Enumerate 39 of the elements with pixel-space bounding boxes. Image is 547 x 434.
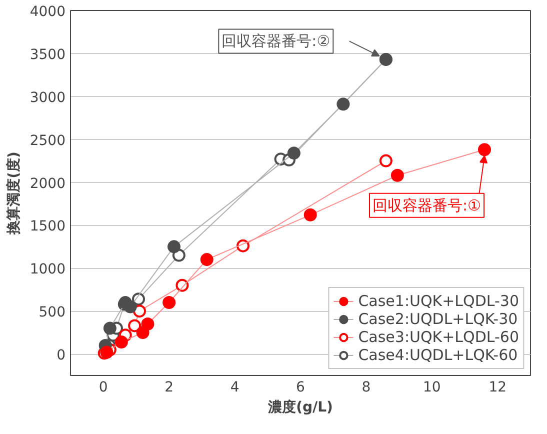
point — [103, 322, 116, 335]
x-tick-label: 12 — [488, 380, 507, 396]
y-tick-label: 3000 — [30, 90, 66, 106]
x-tick-label: 4 — [230, 380, 240, 396]
point — [124, 300, 137, 314]
point — [128, 319, 142, 332]
legend-label: Case4:UQDL+LQK-60 — [358, 346, 518, 364]
annotation: 回収容器番号:① — [372, 196, 482, 214]
x-tick-label: 2 — [164, 380, 174, 396]
y-tick-label: 1000 — [30, 262, 66, 278]
legend-label: Case3:UQK+LQDL-60 — [358, 328, 519, 346]
y-tick-label: 1500 — [30, 218, 66, 235]
x-tick-label: 0 — [98, 380, 108, 396]
x-tick-label: 6 — [296, 380, 306, 396]
point — [200, 253, 214, 266]
point — [336, 98, 350, 111]
point — [162, 296, 176, 309]
point — [141, 317, 154, 330]
point — [478, 143, 491, 156]
y-tick-label: 2000 — [30, 176, 66, 192]
point — [379, 154, 392, 168]
point — [390, 168, 404, 182]
legend-label: Case2:UQDL+LQK-30 — [358, 310, 518, 328]
legend-label: Case1:UQK+LQDL-30 — [358, 292, 519, 310]
y-tick-label: 3500 — [30, 46, 66, 63]
annotation: 回収容器番号:② — [222, 32, 330, 50]
y-tick-label: 2500 — [30, 132, 66, 149]
x-tick-label: 8 — [362, 380, 371, 396]
point — [287, 146, 300, 160]
point — [114, 336, 128, 348]
y-tick-label: 0 — [56, 348, 66, 364]
y-tick-label: 500 — [38, 304, 66, 321]
y-tick-label: 4000 — [30, 4, 66, 20]
x-tick-label: 10 — [423, 380, 441, 396]
y-axis-title: 換算濁度(度) — [4, 152, 22, 236]
point — [304, 208, 317, 222]
point — [168, 240, 180, 254]
x-axis-title: 濃度(g/L) — [267, 398, 333, 416]
point — [133, 304, 146, 318]
